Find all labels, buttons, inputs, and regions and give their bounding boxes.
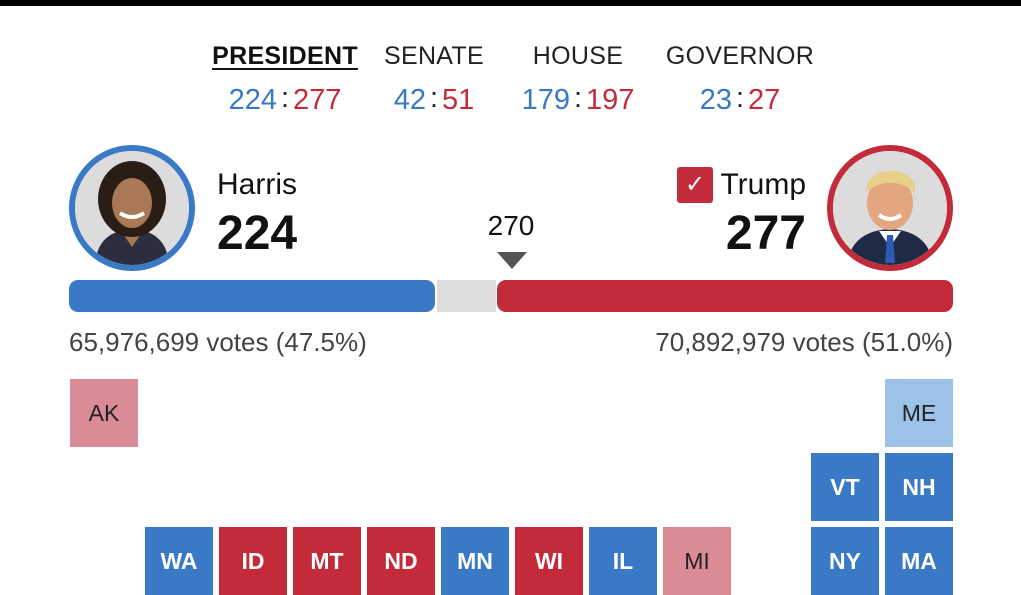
score-separator: :: [735, 82, 745, 114]
harris-electoral-votes: 224: [217, 207, 298, 260]
tab-house-score: 179:197: [503, 82, 653, 116]
senate-dem-count: 42: [393, 84, 426, 116]
state-tile-vt[interactable]: VT: [811, 453, 879, 521]
house-rep-count: 197: [586, 84, 635, 116]
tab-senate[interactable]: SENATE 42:51: [359, 42, 509, 116]
state-tile-ma[interactable]: MA: [885, 527, 953, 595]
tab-president-label: PRESIDENT: [212, 42, 358, 70]
president-rep-count: 277: [293, 84, 342, 116]
state-tile-mn[interactable]: MN: [441, 527, 509, 595]
tab-governor-label: GOVERNOR: [665, 42, 815, 70]
trump-name: Trump: [720, 168, 806, 201]
state-tile-ak[interactable]: AK: [70, 379, 138, 447]
tab-president[interactable]: PRESIDENT 224:277: [210, 42, 360, 116]
trump-bar: [497, 280, 953, 312]
tab-house[interactable]: HOUSE 179:197: [503, 42, 653, 116]
state-tile-wa[interactable]: WA: [145, 527, 213, 595]
state-tile-wi[interactable]: WI: [515, 527, 583, 595]
governor-dem-count: 23: [699, 84, 732, 116]
top-bar: [0, 0, 1021, 6]
tab-governor-score: 23:27: [665, 82, 815, 116]
tab-president-score: 224:277: [210, 82, 360, 116]
senate-rep-count: 51: [442, 84, 475, 116]
tab-senate-label: SENATE: [384, 42, 484, 70]
state-tile-mi[interactable]: MI: [663, 527, 731, 595]
tab-governor[interactable]: GOVERNOR 23:27: [665, 42, 815, 116]
state-tile-id[interactable]: ID: [219, 527, 287, 595]
harris-portrait-icon: [75, 151, 189, 265]
state-tile-mt[interactable]: MT: [293, 527, 361, 595]
harris-bar: [69, 280, 435, 312]
score-separator: :: [280, 82, 290, 114]
harris-avatar: [69, 145, 195, 271]
harris-name: Harris: [217, 168, 297, 201]
trump-electoral-votes: 277: [725, 207, 806, 260]
trump-popular-vote: 70,892,979 votes (51.0%): [655, 327, 953, 357]
threshold-label: 270: [487, 210, 535, 241]
state-tile-nh[interactable]: NH: [885, 453, 953, 521]
harris-popular-vote: 65,976,699 votes (47.5%): [69, 327, 367, 357]
house-dem-count: 179: [521, 84, 570, 116]
state-tile-il[interactable]: IL: [589, 527, 657, 595]
threshold-arrow-icon: [497, 252, 527, 269]
state-tile-me[interactable]: ME: [885, 379, 953, 447]
trump-avatar: [827, 145, 953, 271]
trump-portrait-icon: [833, 151, 947, 265]
score-separator: :: [429, 82, 439, 114]
president-dem-count: 224: [228, 84, 277, 116]
tab-senate-score: 42:51: [359, 82, 509, 116]
state-tile-nd[interactable]: ND: [367, 527, 435, 595]
score-separator: :: [573, 82, 583, 114]
undecided-bar: [437, 280, 496, 312]
state-tile-ny[interactable]: NY: [811, 527, 879, 595]
winner-check-icon: ✓: [677, 167, 713, 203]
tab-house-label: HOUSE: [532, 42, 624, 70]
governor-rep-count: 27: [748, 84, 781, 116]
